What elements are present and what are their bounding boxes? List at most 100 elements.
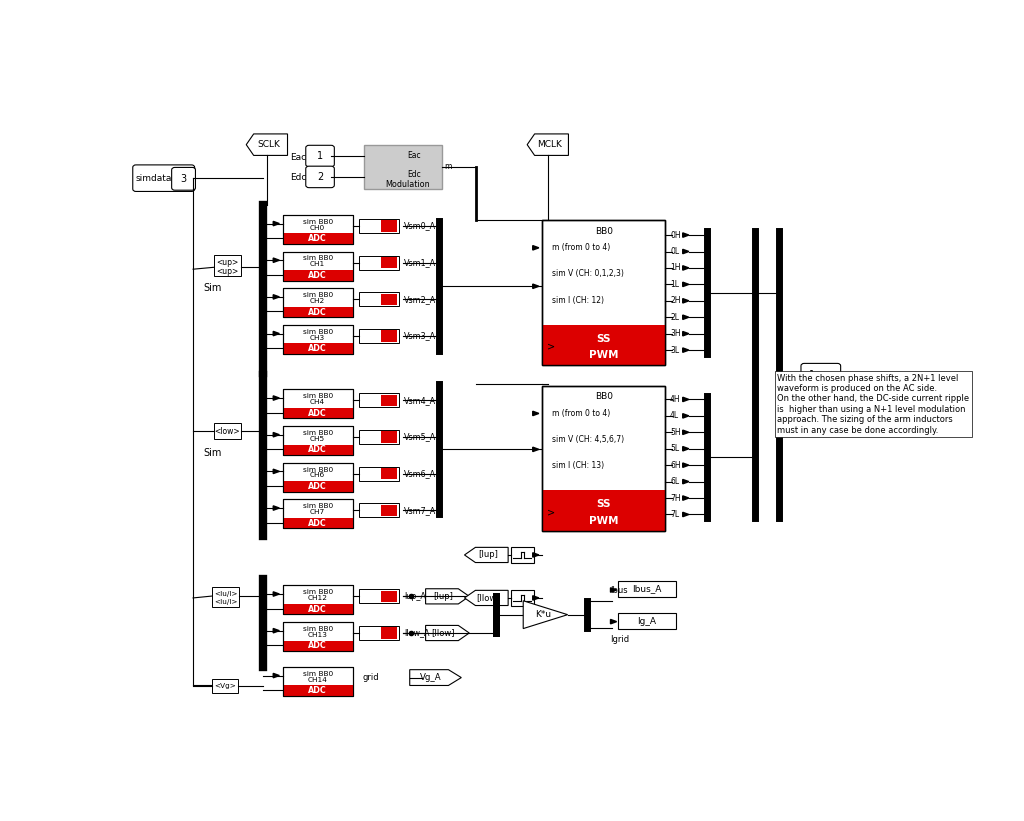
FancyBboxPatch shape (511, 548, 535, 562)
Text: [Ilow]: [Ilow] (477, 594, 501, 603)
Text: ADC: ADC (308, 344, 327, 353)
Polygon shape (273, 592, 280, 596)
Polygon shape (683, 233, 689, 237)
Polygon shape (610, 619, 616, 624)
FancyBboxPatch shape (306, 145, 334, 167)
Polygon shape (465, 590, 508, 606)
Polygon shape (273, 673, 280, 678)
Text: sim BB0: sim BB0 (302, 671, 333, 677)
Text: m (from 0 to 4): m (from 0 to 4) (552, 243, 610, 252)
FancyBboxPatch shape (511, 590, 535, 606)
Text: CH6: CH6 (310, 472, 326, 479)
FancyBboxPatch shape (283, 270, 352, 281)
Text: sim V (CH: 0,1,2,3): sim V (CH: 0,1,2,3) (552, 269, 624, 278)
Text: <up>: <up> (216, 267, 239, 276)
FancyBboxPatch shape (381, 505, 397, 516)
Text: sim BB0: sim BB0 (302, 219, 333, 225)
FancyBboxPatch shape (172, 167, 196, 190)
Text: CH0: CH0 (310, 225, 326, 231)
Text: sim I (CH: 13): sim I (CH: 13) (552, 461, 604, 470)
FancyBboxPatch shape (359, 589, 398, 603)
Text: >: > (547, 342, 555, 352)
Text: <up>: <up> (216, 259, 239, 268)
Text: 2: 2 (316, 172, 324, 182)
Text: CH1: CH1 (310, 261, 326, 268)
Text: Vsm1_A: Vsm1_A (404, 258, 436, 267)
FancyBboxPatch shape (365, 144, 442, 189)
FancyBboxPatch shape (381, 431, 397, 443)
Text: [Ilow]: [Ilow] (431, 629, 455, 638)
Polygon shape (683, 266, 689, 270)
Text: SS: SS (597, 334, 611, 344)
FancyBboxPatch shape (283, 215, 352, 244)
Text: CH12: CH12 (307, 595, 328, 601)
Text: Sim: Sim (204, 447, 222, 457)
FancyBboxPatch shape (381, 590, 397, 602)
Text: CH3: CH3 (310, 335, 326, 341)
Text: 4H: 4H (670, 395, 681, 404)
Text: CH7: CH7 (310, 509, 326, 515)
Polygon shape (273, 469, 280, 474)
Text: sim BB0: sim BB0 (302, 589, 333, 595)
Polygon shape (683, 282, 689, 287)
Polygon shape (610, 588, 616, 592)
Polygon shape (532, 411, 539, 415)
FancyBboxPatch shape (543, 386, 666, 531)
Polygon shape (465, 548, 508, 562)
Text: 3L: 3L (670, 346, 679, 355)
FancyBboxPatch shape (359, 467, 398, 480)
Text: 1H: 1H (670, 264, 681, 273)
FancyBboxPatch shape (359, 329, 398, 343)
Text: ADC: ADC (308, 409, 327, 418)
FancyBboxPatch shape (381, 294, 397, 305)
FancyBboxPatch shape (359, 430, 398, 444)
Text: Modulation: Modulation (385, 180, 430, 189)
Text: sim BB0: sim BB0 (302, 255, 333, 261)
Text: Vsm2_A: Vsm2_A (404, 295, 436, 304)
Text: Vsm3_A: Vsm3_A (404, 332, 436, 341)
Text: 1: 1 (809, 370, 815, 380)
Polygon shape (532, 284, 539, 288)
Text: grid: grid (362, 673, 379, 682)
Text: Vg_A: Vg_A (420, 673, 441, 682)
Text: 6L: 6L (670, 477, 679, 486)
Text: Sim: Sim (204, 283, 222, 293)
Text: Iup_A: Iup_A (404, 592, 426, 601)
Polygon shape (683, 463, 689, 467)
Polygon shape (273, 258, 280, 263)
Text: ADC: ADC (308, 271, 327, 280)
FancyBboxPatch shape (133, 165, 195, 191)
FancyBboxPatch shape (306, 166, 334, 188)
Polygon shape (273, 506, 280, 511)
FancyBboxPatch shape (381, 257, 397, 268)
FancyBboxPatch shape (359, 255, 398, 269)
Text: Ig_A: Ig_A (638, 617, 656, 626)
FancyBboxPatch shape (359, 503, 398, 517)
FancyBboxPatch shape (283, 604, 352, 614)
Text: With the chosen phase shifts, a 2N+1 level
waveform is produced on the AC side.
: With the chosen phase shifts, a 2N+1 lev… (777, 374, 970, 434)
Text: PWM: PWM (589, 516, 618, 525)
Polygon shape (273, 396, 280, 401)
Text: sim BB0: sim BB0 (302, 329, 333, 335)
Text: sim BB0: sim BB0 (302, 430, 333, 436)
Text: sim BB0: sim BB0 (302, 466, 333, 473)
FancyBboxPatch shape (128, 99, 922, 731)
FancyBboxPatch shape (212, 679, 238, 693)
FancyBboxPatch shape (283, 463, 352, 492)
Text: BB0: BB0 (595, 392, 612, 401)
Polygon shape (683, 315, 689, 319)
Text: m (from 0 to 4): m (from 0 to 4) (552, 409, 610, 418)
Polygon shape (683, 512, 689, 516)
Polygon shape (683, 447, 689, 451)
Text: MCLK: MCLK (538, 140, 562, 149)
Text: PWM: PWM (589, 350, 618, 360)
Text: m: m (443, 163, 452, 172)
FancyBboxPatch shape (283, 307, 352, 317)
Text: Ibus: Ibus (609, 585, 628, 594)
Text: K*u: K*u (536, 610, 551, 619)
FancyBboxPatch shape (381, 468, 397, 479)
Polygon shape (683, 250, 689, 254)
Polygon shape (523, 601, 567, 629)
Text: ADC: ADC (308, 482, 327, 491)
Text: >: > (547, 507, 555, 517)
